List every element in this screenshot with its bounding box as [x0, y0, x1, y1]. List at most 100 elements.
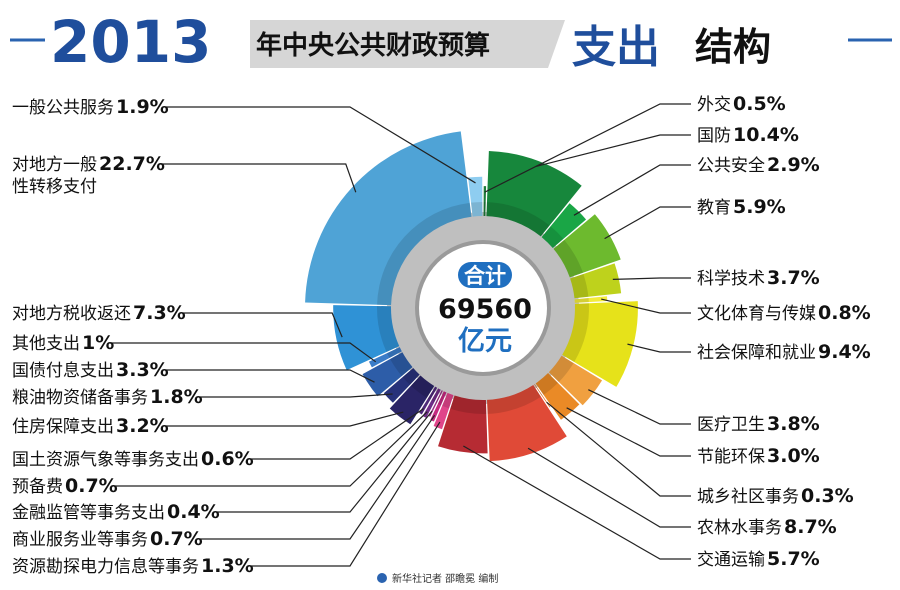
pie-slice-6 — [562, 301, 638, 387]
pie-slice-shade-13 — [437, 391, 447, 406]
slice-label-text-13: 商业服务业等事务 0.7% — [12, 528, 203, 550]
pie-slice-shade-14 — [435, 390, 443, 404]
slice-label-text-15: 预备费 0.7% — [12, 475, 118, 497]
slice-label-6: 社会保障和就业 9.4% — [697, 341, 871, 363]
slice-label-name-11: 交通运输 — [697, 550, 765, 570]
leader-line-23 — [166, 106, 476, 184]
slice-label-text-10: 农林水事务 8.7% — [697, 516, 837, 538]
slice-label-name-19: 国债付息支出 — [12, 361, 114, 381]
slice-label-value-9: 0.3% — [801, 485, 854, 507]
slice-label-value-8: 3.0% — [767, 445, 820, 467]
slice-label-5: 文化体育与传媒 0.8% — [697, 302, 871, 324]
pie-slice-18 — [383, 367, 420, 403]
slice-label-text-18: 粮油物资储备事务 1.8% — [12, 386, 203, 408]
slice-label-value-5: 0.8% — [818, 302, 871, 324]
center-total-unit: 亿元 — [458, 326, 512, 357]
slice-label-text-12: 资源勘探电力信息等事务 1.3% — [12, 555, 254, 577]
slice-label-18: 粮油物资储备事务 1.8% — [12, 386, 203, 408]
slice-label-value-13: 0.7% — [150, 528, 203, 550]
center-total-value: 69560 — [438, 294, 532, 325]
slice-label-name-7: 医疗卫生 — [697, 415, 765, 435]
slice-label-4: 科学技术 3.7% — [697, 267, 820, 289]
leader-line-22 — [160, 163, 357, 193]
pie-slice-22 — [305, 131, 472, 306]
slice-label-14: 金融监管等事务支出 0.4% — [12, 501, 220, 523]
leader-line-17 — [166, 411, 404, 427]
title-main: 支出 — [572, 22, 660, 73]
slice-label-7: 医疗卫生 3.8% — [697, 413, 820, 435]
slice-label-text-23: 一般公共服务 1.9% — [12, 96, 169, 118]
slice-label-value-3: 5.9% — [733, 196, 786, 218]
slice-label-value-14: 0.4% — [167, 501, 220, 523]
slice-label-value-16: 0.6% — [201, 448, 254, 470]
pie-slice-shade-8 — [535, 373, 558, 395]
pie-slice-12 — [433, 392, 454, 430]
slice-label-value-10: 8.7% — [784, 516, 837, 538]
leader-line-1 — [535, 134, 691, 168]
slice-label-value-12: 1.3% — [201, 555, 254, 577]
slice-label-10: 农林水事务 8.7% — [697, 516, 837, 538]
pie-slice-shade-17 — [410, 375, 435, 398]
slice-label-name-0: 外交 — [697, 95, 731, 115]
slice-label-name-14: 金融监管等事务支出 — [12, 503, 165, 523]
credit: 新华社记者 邵瞻冕 编制 — [377, 572, 498, 585]
slice-label-text-1: 国防 10.4% — [697, 124, 799, 146]
pie-slice-17 — [389, 375, 435, 425]
pie-slice-shade-10 — [487, 385, 541, 414]
slice-label-text-2: 公共安全 2.9% — [697, 154, 820, 176]
slice-label-value-21: 7.3% — [133, 302, 186, 324]
slice-label-name-12: 资源勘探电力信息等事务 — [12, 557, 199, 577]
slice-label-text-11: 交通运输 5.7% — [697, 548, 820, 570]
slice-label-value-7: 3.8% — [767, 413, 820, 435]
pie-slice-shade-19 — [390, 352, 413, 377]
slice-label-value-15: 0.7% — [65, 475, 118, 497]
slice-label-0: 外交 0.5% — [697, 93, 786, 115]
slice-label-name-9: 城乡社区事务 — [697, 487, 799, 507]
pie-slice-13 — [430, 391, 447, 422]
slice-label-name-17: 住房保障支出 — [12, 417, 114, 437]
slice-label-text-7: 医疗卫生 3.8% — [697, 413, 820, 435]
slice-label-23: 一般公共服务 1.9% — [12, 96, 169, 118]
slice-label-11: 交通运输 5.7% — [697, 548, 820, 570]
pie-slice-shade-23 — [471, 202, 483, 217]
slice-label-name-4: 科学技术 — [697, 269, 765, 289]
slice-label-name-18: 粮油物资储备事务 — [12, 388, 148, 408]
slice-label-line2-22: 性转移支付 — [12, 177, 97, 197]
slice-label-text-21: 对地方税收返还 7.3% — [12, 302, 186, 324]
slice-label-name-15: 预备费 — [12, 477, 63, 497]
leader-line-12 — [251, 421, 441, 567]
slice-label-22: 对地方一般 22.7%性转移支付 — [12, 153, 165, 197]
slice-label-value-23: 1.9% — [116, 96, 169, 118]
slice-label-text-3: 教育 5.9% — [697, 196, 786, 218]
pie-slice-10 — [487, 385, 567, 462]
slice-label-name-23: 一般公共服务 — [12, 98, 114, 118]
slice-label-name-20: 其他支出 — [12, 334, 80, 354]
pie-slice-shade-12 — [442, 392, 454, 409]
leader-line-15 — [115, 411, 428, 487]
slice-label-13: 商业服务业等事务 0.7% — [12, 528, 203, 550]
pie-slice-14 — [428, 390, 443, 417]
pie-slice-7 — [548, 355, 603, 406]
leader-line-7 — [588, 389, 691, 425]
pie-slice-shade-5 — [574, 297, 589, 303]
slice-label-name-22: 对地方一般 — [12, 155, 97, 175]
slice-label-value-19: 3.3% — [116, 359, 169, 381]
slice-label-name-5: 文化体育与传媒 — [697, 304, 816, 324]
slice-label-value-17: 3.2% — [116, 415, 169, 437]
title-subtitle: 年中央公共财政预算 — [256, 30, 490, 61]
leader-lines — [110, 103, 691, 567]
pie-slice-shade-16 — [427, 386, 438, 400]
slice-label-name-2: 公共安全 — [697, 156, 765, 176]
leader-line-10 — [527, 447, 691, 528]
pie-slice-3 — [553, 214, 621, 278]
pie-slice-20 — [368, 347, 402, 368]
pie-slice-15 — [422, 388, 441, 418]
slice-label-name-21: 对地方税收返还 — [12, 304, 131, 324]
center-badge — [458, 262, 512, 288]
slice-label-12: 资源勘探电力信息等事务 1.3% — [12, 555, 254, 577]
slice-label-text-19: 国债付息支出 3.3% — [12, 359, 169, 381]
leader-line-0 — [484, 103, 691, 193]
slice-label-value-22: 22.7% — [99, 153, 165, 175]
slice-label-text-20: 其他支出 1% — [12, 332, 114, 354]
